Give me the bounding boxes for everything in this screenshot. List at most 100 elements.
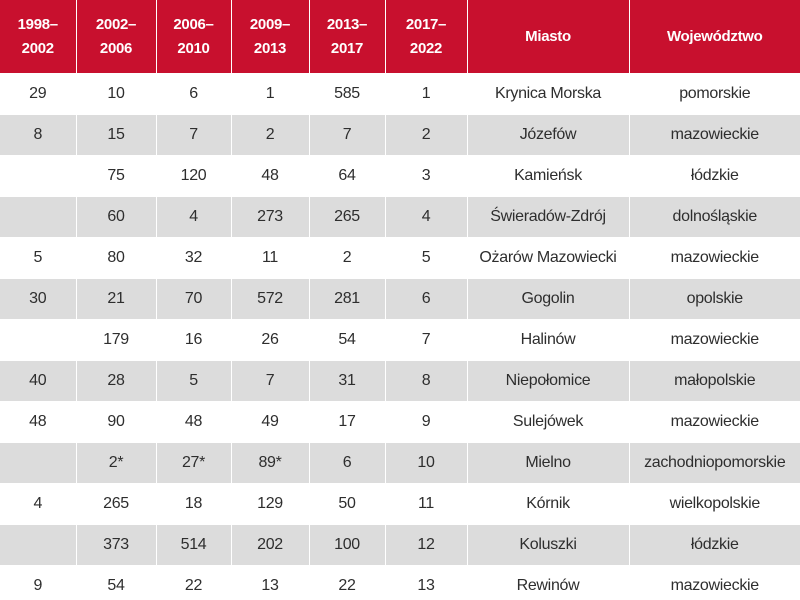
table-row: 373 514 202 100 12 Koluszki łódzkie <box>0 524 800 566</box>
table-cell-col-2002-2006: 2* <box>76 442 157 484</box>
table-cell-col-miasto: Józefów <box>467 114 630 156</box>
table-cell-col-2013-2017: 281 <box>309 278 386 320</box>
table-cell-col-2009-2013: 273 <box>231 196 310 238</box>
table-cell-col-1998-2002: 40 <box>0 360 77 402</box>
table-cell-col-2017-2022: 9 <box>385 401 468 443</box>
table-cell-col-2002-2006: 265 <box>76 483 157 525</box>
table-cell-col-2013-2017: 31 <box>309 360 386 402</box>
table-cell-col-2002-2006: 373 <box>76 524 157 566</box>
header-1998-2002: 1998– 2002 <box>0 0 77 74</box>
table-cell-col-wojewodztwo: mazowieckie <box>629 565 800 600</box>
table-cell-col-miasto: Kamieńsk <box>467 155 630 197</box>
table-cell-col-miasto: Halinów <box>467 319 630 361</box>
table-cell-col-miasto: Koluszki <box>467 524 630 566</box>
table-cell-col-1998-2002 <box>0 196 77 238</box>
table-cell-col-2013-2017: 585 <box>309 73 386 115</box>
table-row: 60 4 273 265 4 Świeradów-Zdrój dolnośląskie <box>0 196 800 238</box>
table-cell-col-2013-2017: 50 <box>309 483 386 525</box>
table-cell-col-1998-2002 <box>0 442 77 484</box>
table-cell-col-2006-2010: 18 <box>156 483 232 525</box>
table-cell-col-2006-2010: 70 <box>156 278 232 320</box>
table-cell-col-wojewodztwo: zachodniopomorskie <box>629 442 800 484</box>
table-row: 179 16 26 54 7 Halinów mazowieckie <box>0 319 800 361</box>
table-row: 4 265 18 129 50 11 Kórnik wielkopolskie <box>0 483 800 525</box>
table-cell-col-miasto: Kórnik <box>467 483 630 525</box>
table-cell-col-2002-2006: 15 <box>76 114 157 156</box>
table-cell-col-wojewodztwo: mazowieckie <box>629 401 800 443</box>
table-cell-col-2006-2010: 48 <box>156 401 232 443</box>
table-cell-col-2006-2010: 6 <box>156 73 232 115</box>
table-header: 1998– 2002 2002– 2006 2006– 2010 2009– 2013 … <box>0 0 800 74</box>
table-row: 40 28 5 7 31 8 Niepołomice małopolskie <box>0 360 800 402</box>
header-row: 1998– 2002 2002– 2006 2006– 2010 2009– 2013 … <box>0 0 800 74</box>
table-row: 2* 27* 89* 6 10 Mielno zachodniopomorskie <box>0 442 800 484</box>
table-cell-col-wojewodztwo: małopolskie <box>629 360 800 402</box>
table-cell-col-wojewodztwo: wielkopolskie <box>629 483 800 525</box>
table-cell-col-2013-2017: 265 <box>309 196 386 238</box>
table-cell-col-miasto: Gogolin <box>467 278 630 320</box>
table-cell-col-2006-2010: 120 <box>156 155 232 197</box>
table-cell-col-2002-2006: 21 <box>76 278 157 320</box>
table-cell-col-2013-2017: 2 <box>309 237 386 279</box>
table-cell-col-2002-2006: 54 <box>76 565 157 600</box>
table-cell-col-2002-2006: 60 <box>76 196 157 238</box>
table-row: 48 90 48 49 17 9 Sulejówek mazowieckie <box>0 401 800 443</box>
table-row: 29 10 6 1 585 1 Krynica Morska pomorskie <box>0 73 800 115</box>
table-cell-col-2006-2010: 7 <box>156 114 232 156</box>
table-row: 30 21 70 572 281 6 Gogolin opolskie <box>0 278 800 320</box>
table-cell-col-2002-2006: 28 <box>76 360 157 402</box>
table-cell-col-2013-2017: 17 <box>309 401 386 443</box>
table-cell-col-2017-2022: 2 <box>385 114 468 156</box>
table-cell-col-2013-2017: 7 <box>309 114 386 156</box>
table-cell-col-wojewodztwo: opolskie <box>629 278 800 320</box>
table-cell-col-1998-2002 <box>0 524 77 566</box>
table-cell-col-2006-2010: 16 <box>156 319 232 361</box>
table-cell-col-1998-2002: 48 <box>0 401 77 443</box>
table-cell-col-2006-2010: 22 <box>156 565 232 600</box>
table-cell-col-2013-2017: 6 <box>309 442 386 484</box>
header-2017-2022: 2017– 2022 <box>385 0 468 74</box>
header-2013-2017: 2013– 2017 <box>309 0 386 74</box>
table-cell-col-2009-2013: 1 <box>231 73 310 115</box>
table-cell-col-2009-2013: 26 <box>231 319 310 361</box>
table-body: 29 10 6 1 585 1 Krynica Morska pomorskie 8 15 7 2 7 2… <box>0 73 800 600</box>
table-cell-col-1998-2002: 9 <box>0 565 77 600</box>
table-cell-col-miasto: Świeradów-Zdrój <box>467 196 630 238</box>
table-cell-col-miasto: Ożarów Mazowiecki <box>467 237 630 279</box>
table-cell-col-2017-2022: 8 <box>385 360 468 402</box>
table-cell-col-miasto: Sulejówek <box>467 401 630 443</box>
table-cell-col-2009-2013: 89* <box>231 442 310 484</box>
table-cell-col-miasto: Rewinów <box>467 565 630 600</box>
table-cell-col-2002-2006: 90 <box>76 401 157 443</box>
header-2002-2006: 2002– 2006 <box>76 0 157 74</box>
table-cell-col-2006-2010: 27* <box>156 442 232 484</box>
table-cell-col-2017-2022: 11 <box>385 483 468 525</box>
header-wojewodztwo: Województwo <box>629 0 800 74</box>
table-cell-col-1998-2002: 30 <box>0 278 77 320</box>
table-row: 5 80 32 11 2 5 Ożarów Mazowiecki mazowieckie <box>0 237 800 279</box>
table-cell-col-2017-2022: 6 <box>385 278 468 320</box>
table-cell-col-2009-2013: 7 <box>231 360 310 402</box>
table-cell-col-2006-2010: 4 <box>156 196 232 238</box>
table-cell-col-wojewodztwo: pomorskie <box>629 73 800 115</box>
table-cell-col-1998-2002: 8 <box>0 114 77 156</box>
table-cell-col-2017-2022: 10 <box>385 442 468 484</box>
table-cell-col-2013-2017: 100 <box>309 524 386 566</box>
table-cell-col-miasto: Krynica Morska <box>467 73 630 115</box>
table-cell-col-wojewodztwo: mazowieckie <box>629 114 800 156</box>
table-cell-col-2002-2006: 10 <box>76 73 157 115</box>
table-cell-col-2017-2022: 1 <box>385 73 468 115</box>
table-cell-col-2009-2013: 49 <box>231 401 310 443</box>
table-cell-col-1998-2002: 5 <box>0 237 77 279</box>
table-cell-col-2017-2022: 3 <box>385 155 468 197</box>
table-cell-col-2013-2017: 64 <box>309 155 386 197</box>
table-cell-col-1998-2002: 29 <box>0 73 77 115</box>
table-cell-col-miasto: Niepołomice <box>467 360 630 402</box>
table-cell-col-2002-2006: 75 <box>76 155 157 197</box>
table-cell-col-2013-2017: 22 <box>309 565 386 600</box>
header-miasto: Miasto <box>467 0 630 74</box>
table-cell-col-2002-2006: 80 <box>76 237 157 279</box>
table-cell-col-2009-2013: 11 <box>231 237 310 279</box>
table-cell-col-wojewodztwo: mazowieckie <box>629 319 800 361</box>
